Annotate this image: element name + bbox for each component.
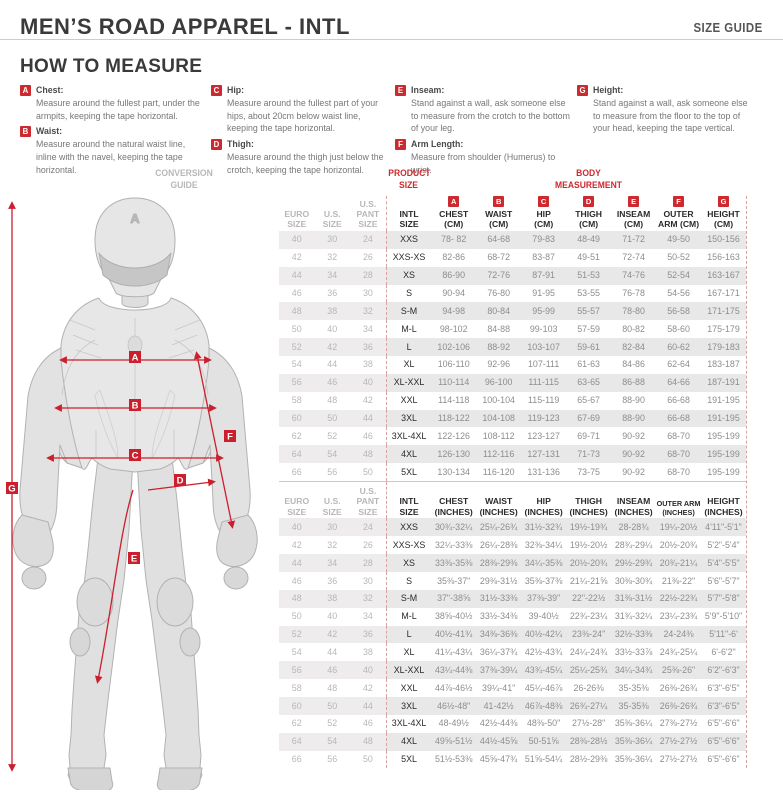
svg-text:D: D: [177, 476, 184, 487]
svg-text:E: E: [131, 554, 137, 565]
svg-text:A: A: [132, 353, 139, 364]
svg-text:C: C: [132, 451, 139, 462]
svg-text:A: A: [130, 211, 140, 226]
svg-text:F: F: [227, 432, 233, 443]
svg-text:B: B: [132, 401, 139, 412]
svg-text:G: G: [8, 484, 15, 495]
